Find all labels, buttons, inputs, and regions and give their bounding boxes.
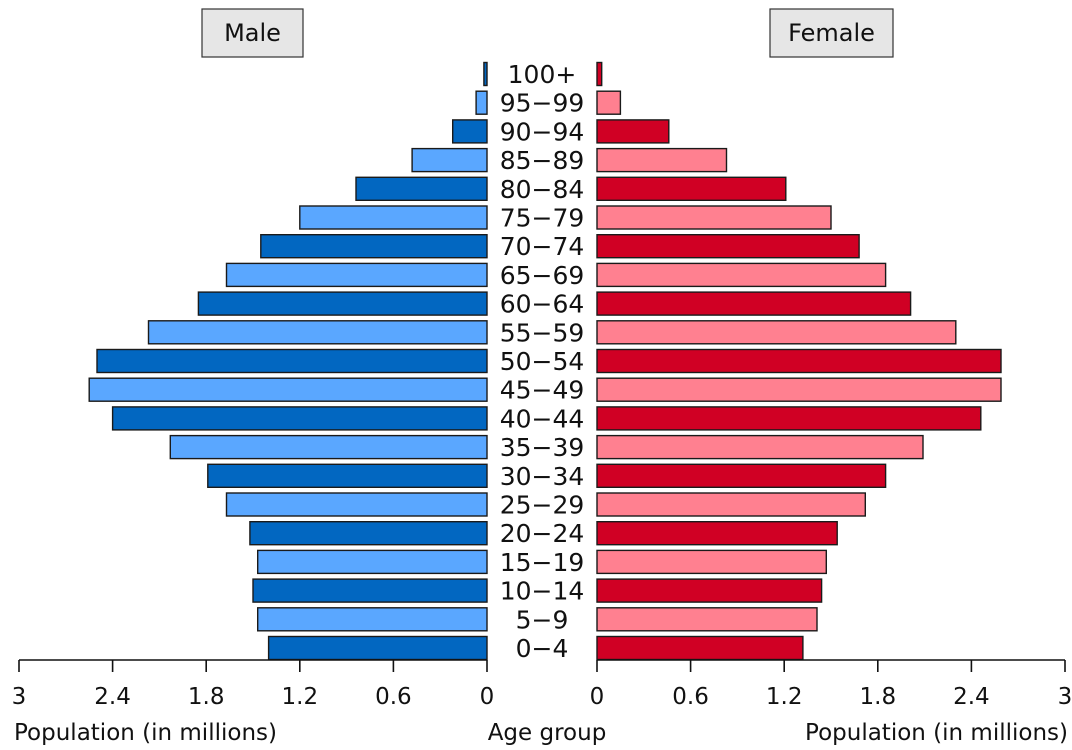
right-tick-label: 0: [590, 684, 605, 710]
age-label-30-34: 30−34: [500, 462, 585, 491]
center-axis-title: Age group: [488, 720, 607, 746]
age-label-75-79: 75−79: [500, 204, 585, 233]
female-title-box: [769, 8, 894, 58]
male-bars: [88, 61, 488, 661]
female-bar-25-29: [596, 492, 866, 517]
male-bar-10-14: [252, 578, 488, 603]
female-bar-15-19: [596, 549, 828, 575]
female-bar-90-94: [596, 119, 670, 144]
left-tick-label: 0: [480, 684, 495, 710]
age-label-20-24: 20−24: [500, 519, 585, 548]
female-bar-55-59: [596, 320, 957, 345]
female-bar-75-79: [596, 205, 832, 230]
female-bar-45-49: [596, 377, 1002, 402]
male-bar-75-79: [299, 205, 488, 230]
age-label-65-69: 65−69: [500, 261, 585, 290]
male-bar-35-39: [169, 434, 488, 460]
age-label-80-84: 80−84: [500, 175, 585, 204]
female-bars: [596, 61, 1002, 661]
age-label-95-99: 95−99: [500, 89, 585, 118]
male-title-box: [201, 8, 304, 58]
age-label-50-54: 50−54: [500, 347, 585, 376]
male-bar-15-19: [257, 549, 488, 575]
female-bar-100+: [596, 61, 603, 87]
female-bar-5-9: [596, 607, 818, 632]
age-label-45-49: 45−49: [500, 376, 585, 405]
male-bar-45-49: [88, 377, 488, 402]
right-tick-label: 0.6: [672, 684, 709, 710]
age-label-0-4: 0−4: [516, 634, 569, 663]
female-bar-35-39: [596, 434, 924, 460]
female-bar-65-69: [596, 262, 887, 288]
male-bar-95-99: [475, 90, 488, 115]
male-bar-0-4: [267, 635, 488, 661]
female-bar-0-4: [596, 635, 804, 661]
age-label-100+: 100+: [508, 60, 577, 89]
age-label-60-64: 60−64: [500, 290, 585, 319]
male-bar-30-34: [207, 463, 488, 488]
male-bar-20-24: [249, 521, 488, 546]
age-label-90-94: 90−94: [500, 117, 585, 146]
female-bar-40-44: [596, 406, 982, 431]
male-bar-40-44: [111, 406, 488, 431]
age-label-55-59: 55−59: [500, 318, 585, 347]
left-axis-title: Population (in millions): [14, 720, 277, 746]
age-group-labels: 0−45−910−1415−1920−2425−2930−3435−3940−4…: [500, 60, 585, 663]
left-tick-label: 0.6: [375, 684, 412, 710]
male-bar-50-54: [96, 348, 488, 374]
left-tick-label: 3: [12, 684, 27, 710]
left-tick-label: 1.8: [188, 684, 225, 710]
age-label-85-89: 85−89: [500, 146, 585, 175]
male-bar-80-84: [355, 176, 488, 202]
right-tick-label: 1.8: [860, 684, 897, 710]
male-bar-60-64: [197, 291, 488, 316]
age-label-5-9: 5−9: [516, 605, 569, 634]
age-label-70-74: 70−74: [500, 232, 585, 261]
male-bar-90-94: [452, 119, 488, 144]
female-bar-20-24: [596, 521, 838, 546]
female-title: Female: [788, 19, 875, 47]
age-label-10-14: 10−14: [500, 577, 585, 606]
left-tick-label: 1.2: [282, 684, 319, 710]
left-x-axis: 3 2.4 1.8 1.2 0.6 0: [12, 659, 495, 710]
male-bar-55-59: [147, 320, 488, 345]
female-bar-50-54: [596, 348, 1002, 374]
male-title: Male: [224, 19, 281, 47]
right-tick-label: 2.4: [953, 684, 990, 710]
left-tick-label: 2.4: [94, 684, 131, 710]
female-bar-70-74: [596, 233, 860, 259]
female-bar-85-89: [596, 147, 728, 173]
age-label-35-39: 35−39: [500, 433, 585, 462]
male-bar-85-89: [411, 147, 488, 173]
female-bar-30-34: [596, 463, 887, 488]
age-label-40-44: 40−44: [500, 404, 585, 433]
male-bar-65-69: [225, 262, 488, 288]
age-label-25-29: 25−29: [500, 491, 585, 520]
male-bar-25-29: [225, 492, 488, 517]
right-tick-label: 1.2: [766, 684, 803, 710]
male-bar-70-74: [260, 233, 488, 259]
female-bar-80-84: [596, 176, 787, 202]
right-tick-label: 3: [1058, 684, 1072, 710]
age-label-15-19: 15−19: [500, 548, 585, 577]
female-bar-60-64: [596, 291, 912, 316]
female-bar-10-14: [596, 578, 823, 603]
male-bar-5-9: [257, 607, 488, 632]
male-bar-100+: [483, 61, 488, 87]
right-x-axis: 0 0.6 1.2 1.8 2.4 3: [590, 659, 1072, 710]
female-bar-95-99: [596, 90, 622, 115]
right-axis-title: Population (in millions): [805, 720, 1068, 746]
